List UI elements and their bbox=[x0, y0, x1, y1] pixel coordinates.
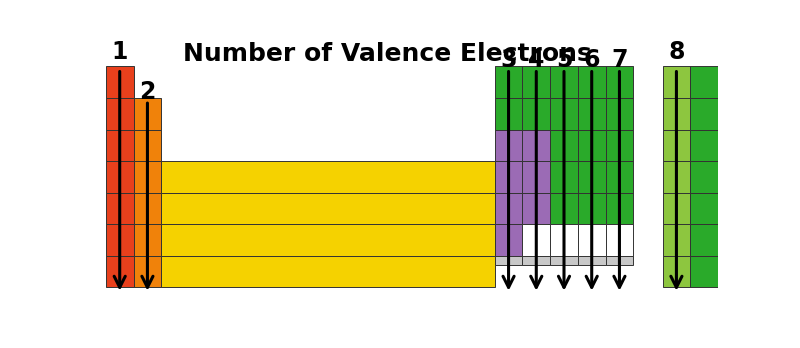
Bar bbox=[662, 224, 690, 256]
Text: 7: 7 bbox=[611, 48, 628, 72]
Text: 3: 3 bbox=[500, 48, 517, 72]
Bar bbox=[522, 161, 550, 193]
Bar bbox=[134, 161, 162, 193]
Bar bbox=[162, 224, 494, 256]
Text: Number of Valence Electrons: Number of Valence Electrons bbox=[182, 42, 591, 66]
Bar bbox=[606, 256, 634, 265]
Bar bbox=[162, 256, 494, 287]
Bar bbox=[550, 224, 578, 256]
Bar bbox=[690, 193, 718, 224]
Bar bbox=[662, 66, 690, 98]
Bar bbox=[550, 66, 578, 98]
Bar bbox=[662, 256, 690, 287]
Bar bbox=[494, 193, 522, 224]
Bar bbox=[494, 224, 522, 256]
Bar bbox=[134, 129, 162, 161]
Bar bbox=[494, 66, 522, 98]
Bar bbox=[690, 256, 718, 287]
Bar bbox=[578, 161, 606, 193]
Bar bbox=[106, 129, 134, 161]
Bar bbox=[662, 129, 690, 161]
Bar bbox=[106, 224, 134, 256]
Bar bbox=[578, 129, 606, 161]
Bar bbox=[522, 129, 550, 161]
Bar bbox=[690, 66, 718, 98]
Bar bbox=[134, 224, 162, 256]
Text: 1: 1 bbox=[111, 40, 128, 64]
Bar bbox=[606, 224, 634, 256]
Bar bbox=[606, 193, 634, 224]
Bar bbox=[106, 193, 134, 224]
Bar bbox=[106, 98, 134, 129]
Bar bbox=[522, 224, 550, 256]
Bar bbox=[134, 256, 162, 287]
Bar bbox=[662, 193, 690, 224]
Text: 2: 2 bbox=[139, 80, 156, 104]
Bar bbox=[578, 98, 606, 129]
Bar bbox=[578, 66, 606, 98]
Bar bbox=[550, 129, 578, 161]
Bar bbox=[550, 161, 578, 193]
Bar bbox=[550, 98, 578, 129]
Bar bbox=[494, 256, 522, 265]
Bar bbox=[690, 129, 718, 161]
Bar bbox=[106, 161, 134, 193]
Bar bbox=[106, 256, 134, 287]
Bar bbox=[522, 256, 550, 265]
Bar bbox=[494, 161, 522, 193]
Bar bbox=[522, 98, 550, 129]
Bar bbox=[134, 193, 162, 224]
Bar bbox=[134, 98, 162, 129]
Bar bbox=[606, 161, 634, 193]
Bar bbox=[494, 129, 522, 161]
Bar bbox=[690, 224, 718, 256]
Bar bbox=[606, 66, 634, 98]
Bar bbox=[662, 161, 690, 193]
Bar bbox=[606, 129, 634, 161]
Text: 6: 6 bbox=[583, 48, 600, 72]
Bar bbox=[106, 66, 134, 98]
Bar bbox=[662, 98, 690, 129]
Bar bbox=[522, 193, 550, 224]
Bar bbox=[578, 193, 606, 224]
Bar bbox=[550, 256, 578, 265]
Bar bbox=[578, 256, 606, 265]
Bar bbox=[550, 193, 578, 224]
Bar bbox=[690, 98, 718, 129]
Bar bbox=[522, 66, 550, 98]
Bar bbox=[162, 161, 494, 193]
Bar bbox=[690, 161, 718, 193]
Text: 8: 8 bbox=[668, 40, 685, 64]
Bar bbox=[606, 98, 634, 129]
Text: 4: 4 bbox=[528, 48, 545, 72]
Bar bbox=[578, 224, 606, 256]
Text: 5: 5 bbox=[556, 48, 572, 72]
Bar bbox=[162, 193, 494, 224]
Bar bbox=[494, 98, 522, 129]
